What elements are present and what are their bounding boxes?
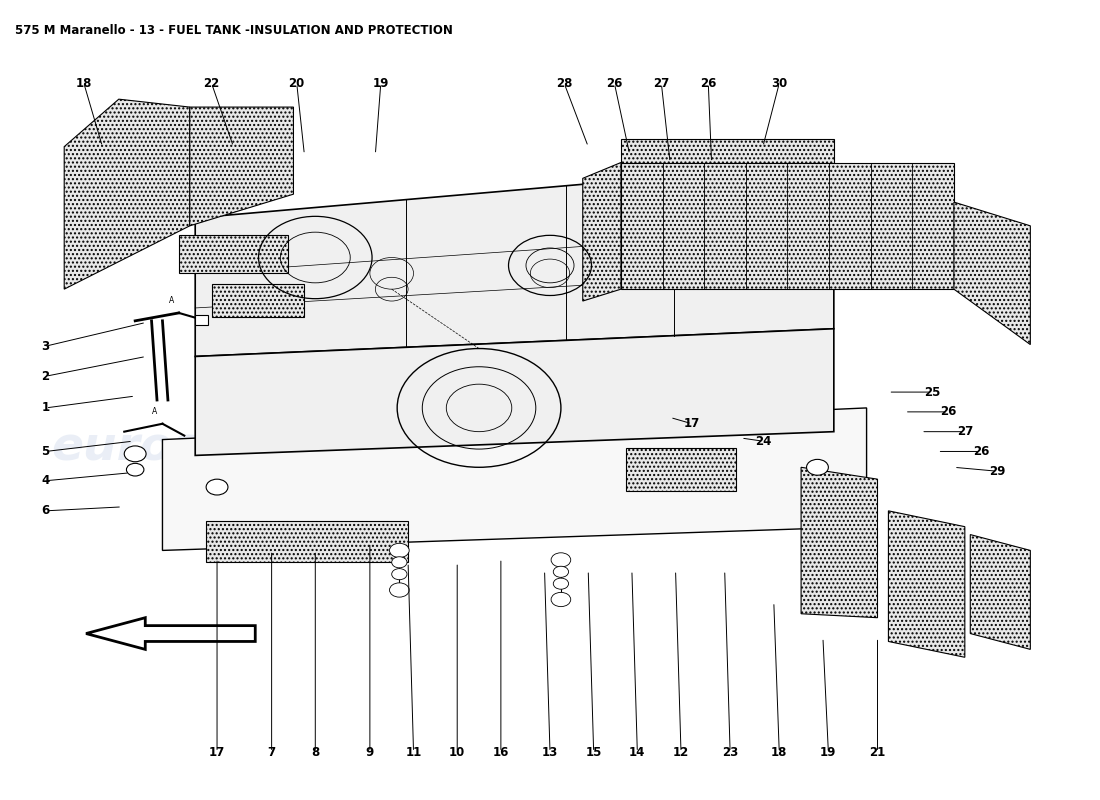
- Text: 18: 18: [76, 77, 92, 90]
- Text: eurospares: eurospares: [510, 425, 808, 470]
- Text: 11: 11: [406, 746, 421, 758]
- Circle shape: [206, 479, 228, 495]
- Text: 17: 17: [684, 418, 700, 430]
- Circle shape: [126, 463, 144, 476]
- Polygon shape: [195, 329, 834, 455]
- Text: 21: 21: [869, 746, 886, 758]
- Polygon shape: [621, 138, 834, 162]
- Polygon shape: [626, 447, 736, 491]
- Text: 25: 25: [924, 386, 940, 398]
- Polygon shape: [195, 162, 834, 357]
- Polygon shape: [621, 162, 954, 289]
- Circle shape: [392, 557, 407, 568]
- Circle shape: [551, 592, 571, 606]
- Text: 8: 8: [311, 746, 319, 758]
- Polygon shape: [206, 521, 408, 562]
- Polygon shape: [889, 511, 965, 658]
- Text: 14: 14: [629, 746, 646, 758]
- Text: 26: 26: [700, 77, 716, 90]
- Text: 27: 27: [957, 425, 974, 438]
- Polygon shape: [970, 534, 1031, 650]
- Circle shape: [553, 566, 569, 578]
- Text: eurospares: eurospares: [52, 425, 350, 470]
- Text: 18: 18: [771, 746, 788, 758]
- Text: 27: 27: [653, 77, 670, 90]
- Text: A: A: [152, 407, 157, 416]
- Text: 16: 16: [493, 746, 509, 758]
- Circle shape: [551, 553, 571, 567]
- Polygon shape: [64, 99, 189, 289]
- Polygon shape: [163, 408, 867, 550]
- Text: 15: 15: [585, 746, 602, 758]
- Text: 13: 13: [542, 746, 558, 758]
- Text: 9: 9: [365, 746, 374, 758]
- Text: 10: 10: [449, 746, 465, 758]
- Text: 6: 6: [42, 504, 50, 518]
- Text: 575 M Maranello - 13 - FUEL TANK -INSULATION AND PROTECTION: 575 M Maranello - 13 - FUEL TANK -INSULA…: [15, 24, 453, 37]
- Text: 5: 5: [42, 445, 50, 458]
- Text: 26: 26: [974, 445, 989, 458]
- Text: 7: 7: [267, 746, 276, 758]
- Polygon shape: [954, 202, 1031, 345]
- Polygon shape: [583, 162, 621, 301]
- Text: 26: 26: [606, 77, 623, 90]
- Text: 12: 12: [673, 746, 689, 758]
- Text: 26: 26: [940, 406, 957, 418]
- Text: 30: 30: [771, 77, 788, 90]
- Text: 22: 22: [204, 77, 220, 90]
- Circle shape: [392, 569, 407, 580]
- Polygon shape: [86, 618, 255, 650]
- Polygon shape: [189, 107, 294, 226]
- Circle shape: [553, 578, 569, 590]
- Polygon shape: [801, 467, 878, 618]
- Text: 17: 17: [209, 746, 226, 758]
- Text: 20: 20: [288, 77, 305, 90]
- Polygon shape: [211, 284, 305, 317]
- Circle shape: [389, 543, 409, 558]
- Text: 19: 19: [821, 746, 837, 758]
- Circle shape: [389, 583, 409, 597]
- Text: 29: 29: [989, 465, 1005, 478]
- Circle shape: [806, 459, 828, 475]
- Circle shape: [124, 446, 146, 462]
- Text: 28: 28: [556, 77, 572, 90]
- Text: 24: 24: [755, 434, 771, 448]
- Polygon shape: [179, 235, 288, 274]
- Bar: [195, 315, 208, 325]
- Text: 4: 4: [42, 474, 50, 487]
- Text: 23: 23: [722, 746, 738, 758]
- Text: 3: 3: [42, 340, 50, 353]
- Text: A: A: [168, 296, 174, 305]
- Text: 19: 19: [373, 77, 389, 90]
- Text: 2: 2: [42, 370, 50, 382]
- Text: 1: 1: [42, 402, 50, 414]
